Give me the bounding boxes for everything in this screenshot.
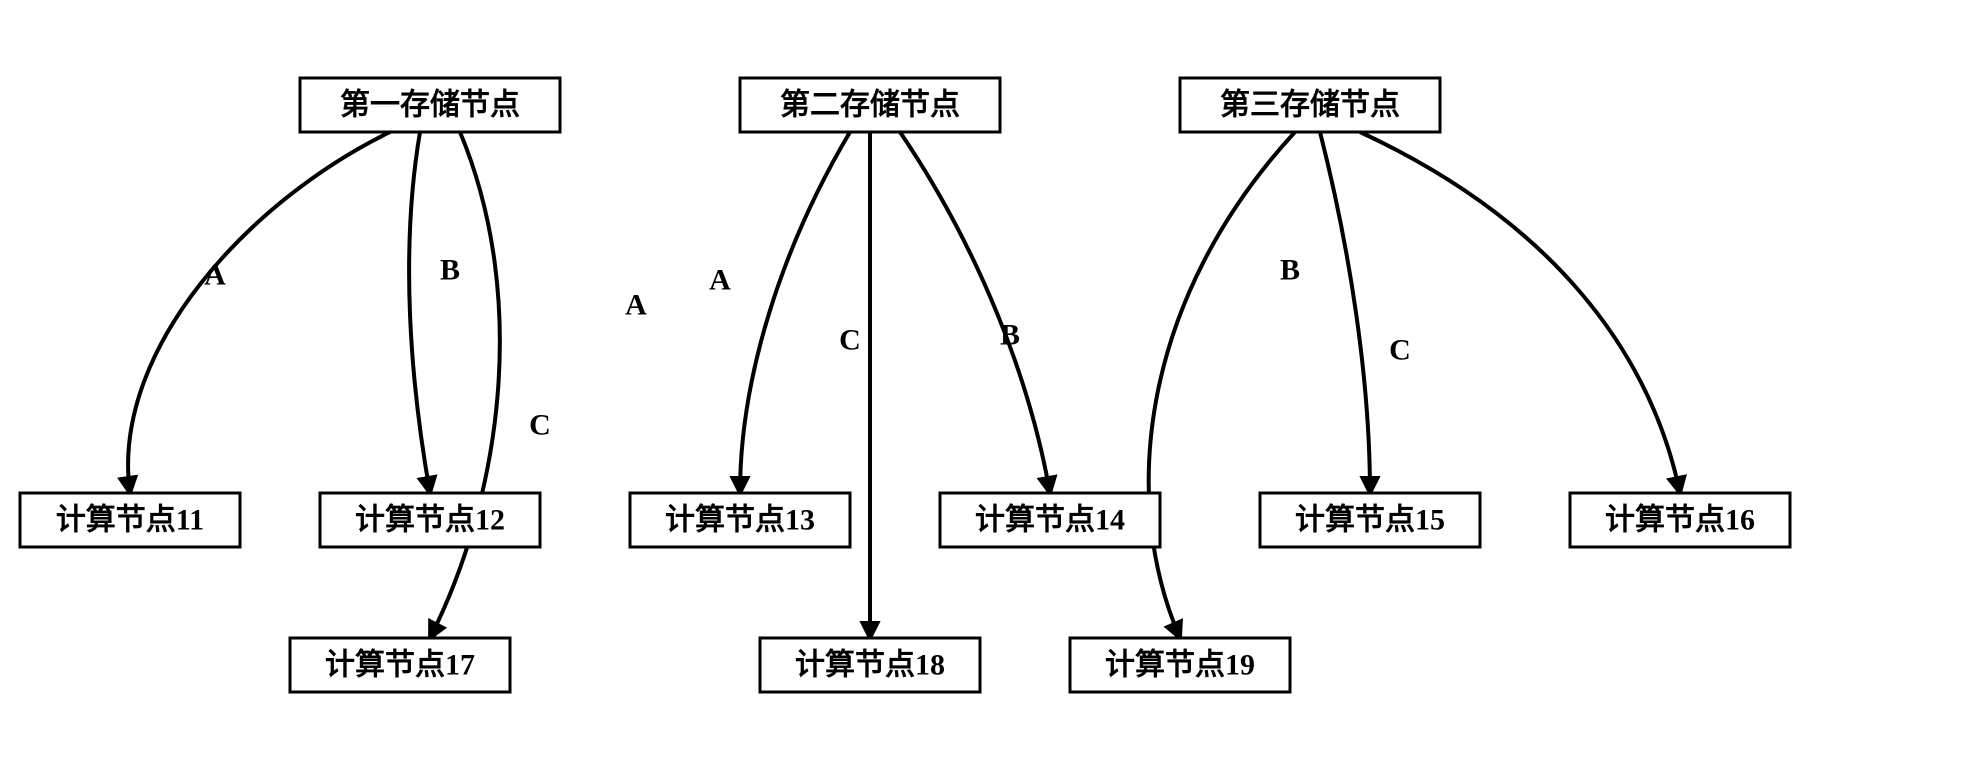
edge-label-s3-c19: B — [1280, 254, 1300, 287]
node-s3: 第三存储节点 — [1180, 78, 1440, 132]
node-label-c18: 计算节点18 — [795, 648, 945, 682]
node-label-c14: 计算节点14 — [975, 503, 1125, 537]
node-label-c12: 计算节点12 — [355, 503, 505, 537]
edge-s3-c15 — [1320, 132, 1370, 493]
edge-label-s1-c17: C — [529, 409, 551, 442]
diagram-canvas: A B C A B C C A B 第一存储节点 第二存储节点 第三存储节点计算节点11 计算节点12 计… — [0, 0, 1986, 774]
node-label-c16: 计算节点16 — [1605, 503, 1755, 537]
node-s2: 第二存储节点 — [740, 78, 1000, 132]
node-c13: 计算节点13 — [630, 493, 850, 547]
edge-s3-c19 — [1149, 132, 1295, 638]
edge-s1-c17 — [430, 132, 500, 638]
edge-label-s1-c12: B — [440, 254, 460, 287]
node-c12: 计算节点12 — [320, 493, 540, 547]
edge-label-s2-c18: C — [839, 324, 861, 357]
node-c18: 计算节点18 — [760, 638, 980, 692]
node-label-c11: 计算节点11 — [56, 503, 204, 537]
node-c17: 计算节点17 — [290, 638, 510, 692]
node-label-c19: 计算节点19 — [1105, 648, 1255, 682]
node-c14: 计算节点14 — [940, 493, 1160, 547]
edge-s1-c11 — [128, 132, 390, 493]
edge-s1-c12 — [409, 132, 430, 493]
node-label-s3: 第三存储节点 — [1220, 88, 1400, 122]
node-label-c13: 计算节点13 — [665, 503, 815, 537]
edge-label-s3-c15: C — [1389, 334, 1411, 367]
edge-s2-c14 — [900, 132, 1050, 493]
node-c15: 计算节点15 — [1260, 493, 1480, 547]
node-c19: 计算节点19 — [1070, 638, 1290, 692]
node-label-c17: 计算节点17 — [325, 648, 475, 682]
node-label-c15: 计算节点15 — [1295, 503, 1445, 537]
node-label-s2: 第二存储节点 — [780, 88, 960, 122]
node-s1: 第一存储节点 — [300, 78, 560, 132]
node-c16: 计算节点16 — [1570, 493, 1790, 547]
node-label-s1: 第一存储节点 — [340, 88, 520, 122]
edge-s2-c13 — [740, 132, 850, 493]
edge-label-s2-c14: B — [1000, 319, 1020, 352]
node-c11: 计算节点11 — [20, 493, 240, 547]
edge-label-s2-c13: A — [709, 264, 731, 297]
edge-s3-c16 — [1360, 132, 1680, 493]
edge-label-s3-c16: A — [625, 289, 647, 322]
edge-label-s1-c11: A — [204, 259, 226, 292]
